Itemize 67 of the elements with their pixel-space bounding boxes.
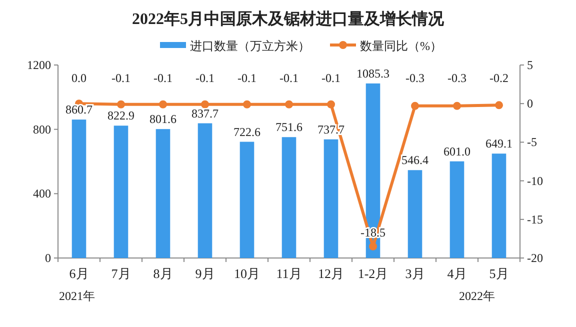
point [369,242,377,250]
bar [492,154,506,258]
data-label: -0.1 [154,71,172,85]
data-label: 649.1 [486,136,512,151]
bar [156,129,170,258]
data-label: 751.6 [276,120,302,134]
data-label: -0.3 [448,71,466,85]
data-label: 1085.3 [356,66,390,80]
text: 2022年 [459,289,495,303]
point [453,102,461,110]
data-label: 0.0 [72,71,86,85]
y2-tick-label: -15 [527,212,543,226]
x-tick-label: 1-2月 [358,266,388,281]
y-tick-label: 800 [33,122,51,136]
text: 2021年 [59,289,95,303]
x-tick-label: 6月 [69,266,89,281]
x-tick-label: 9月 [195,266,215,281]
bar [408,170,422,258]
data-label: -0.1 [112,71,130,85]
bar [114,126,128,258]
y-tick-label: 400 [33,186,51,201]
data-label: 722.6 [234,124,260,139]
bar [198,123,212,258]
data-label: 546.4 [402,153,428,168]
y2-tick-label: -5 [527,135,537,150]
data-label: -18.5 [360,225,386,240]
data-label: 822.9 [108,108,134,123]
bar [282,137,296,258]
bar [450,161,464,258]
point [411,102,419,110]
data-label: 601.0 [444,144,470,158]
y-tick-label: 1200 [27,58,51,72]
y2-tick-label: -10 [527,174,543,188]
bar [240,142,254,258]
point [285,100,293,108]
legend-label: 数量同比（%） [360,39,442,53]
x-tick-label: 7月 [111,266,131,281]
legend-label: 进口数量（万立方米） [190,39,310,53]
bar [72,120,86,258]
data-label: 837.7 [192,106,218,120]
point [243,100,251,108]
y2-tick-label: 0 [527,96,533,111]
chart-title: 2022年5月中国原木及锯材进口量及增长情况 [132,10,445,28]
x-tick-label: 4月 [447,266,467,281]
x-tick-label: 11月 [276,266,302,281]
point [495,101,503,110]
y2-tick-label: -20 [527,251,543,265]
data-label: -0.3 [406,71,424,85]
x-tick-label: 10月 [234,266,260,281]
x-tick-label: 3月 [405,266,425,281]
data-label: -0.2 [490,71,508,85]
point [327,100,335,108]
data-label: 801.6 [150,112,176,126]
x-tick-label: 5月 [489,266,509,281]
y2-tick-label: 5 [527,58,533,72]
data-label: -0.1 [196,71,214,85]
point [159,100,167,108]
x-tick-label: 8月 [153,266,173,281]
data-label: -0.1 [280,71,298,85]
y-tick-label: 0 [45,251,51,265]
point [117,100,125,108]
x-tick-label: 12月 [318,266,344,281]
bar [324,139,338,258]
point [201,100,209,108]
data-label: -0.1 [238,71,256,85]
data-label: -0.1 [322,71,340,85]
data-label: 860.7 [66,102,92,117]
